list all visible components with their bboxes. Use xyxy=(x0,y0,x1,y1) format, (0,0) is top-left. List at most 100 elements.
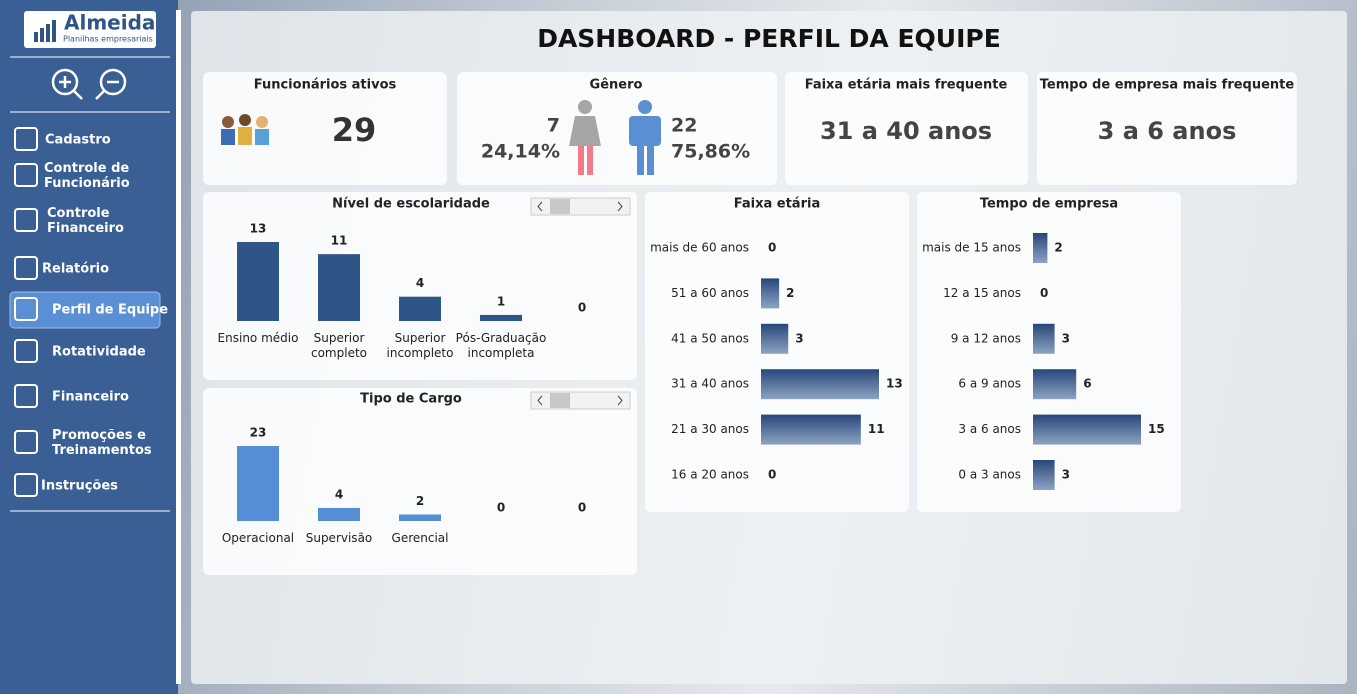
bar xyxy=(399,296,441,321)
bar xyxy=(480,314,522,321)
data-label: 11 xyxy=(868,422,885,436)
female-count: 7 xyxy=(547,115,560,137)
menu-label: Instruções xyxy=(41,479,118,494)
category-label: Gerencial xyxy=(391,531,449,545)
menu-icon xyxy=(14,163,38,187)
kpi-value: 29 xyxy=(332,111,377,149)
data-label: 15 xyxy=(1148,422,1165,436)
chart-card xyxy=(203,388,637,575)
scrollbar[interactable] xyxy=(530,391,631,410)
kpi-card xyxy=(785,72,1028,185)
data-label: 23 xyxy=(250,426,267,440)
logo-tagline: Planilhas empresariais xyxy=(63,35,153,44)
bar xyxy=(1033,323,1055,354)
data-label: 3 xyxy=(795,331,803,345)
bar xyxy=(318,254,360,321)
menu-icon xyxy=(14,208,38,232)
data-label: 0 xyxy=(578,501,586,515)
data-label: 11 xyxy=(331,234,348,248)
menu-item[interactable]: Relatório xyxy=(14,256,109,280)
category-label: Superior incompleto xyxy=(386,331,454,360)
data-label: 3 xyxy=(1062,468,1070,482)
menu-icon xyxy=(14,127,38,151)
category-label: Pós-Graduação incompleta xyxy=(455,331,547,360)
chart-title: Tempo de empresa xyxy=(980,197,1118,212)
menu-active-highlight xyxy=(9,291,161,329)
data-label: 6 xyxy=(1083,377,1091,391)
male-icon xyxy=(629,100,661,175)
menu-item[interactable]: Cadastro xyxy=(14,127,111,151)
male-count: 22 xyxy=(671,115,697,137)
data-label: 2 xyxy=(1054,241,1062,255)
data-label: 4 xyxy=(416,276,424,290)
data-label: 3 xyxy=(1062,331,1070,345)
menu-icon xyxy=(14,430,38,454)
menu-item[interactable]: Instruções xyxy=(14,473,118,497)
category-label: 41 a 50 anos xyxy=(671,331,749,345)
kpi-label: Gênero xyxy=(590,78,643,93)
scrollbar[interactable] xyxy=(530,197,631,216)
category-label: Operacional xyxy=(221,531,295,545)
menu-label: Rotatividade xyxy=(52,345,146,360)
data-label: 0 xyxy=(768,241,776,255)
category-label: mais de 60 anos xyxy=(650,241,749,255)
kpi-label: Funcionários ativos xyxy=(254,78,397,93)
dashboard-title: DASHBOARD - PERFIL DA EQUIPE xyxy=(537,24,1001,53)
category-label: mais de 15 anos xyxy=(922,241,1021,255)
bar xyxy=(237,242,279,321)
category-label: 21 a 30 anos xyxy=(671,422,749,436)
bar xyxy=(399,514,441,521)
menu-icon xyxy=(14,256,38,280)
category-label: Ensino médio xyxy=(217,331,299,345)
category-label: Superior completo xyxy=(310,331,367,360)
bar xyxy=(761,414,861,445)
bar xyxy=(761,278,780,309)
bar xyxy=(1033,369,1077,400)
bar xyxy=(318,507,360,521)
menu-item[interactable]: Financeiro xyxy=(14,384,129,408)
category-label: 6 a 9 anos xyxy=(958,377,1021,391)
zoom-in[interactable] xyxy=(51,68,83,100)
chart-card xyxy=(203,192,637,380)
menu-item[interactable]: Perfil de Equipe xyxy=(14,297,168,321)
menu-label: Treinamentos xyxy=(52,443,152,458)
menu-item[interactable]: Rotatividade xyxy=(14,339,146,363)
category-label: 0 a 3 anos xyxy=(958,468,1021,482)
female-percent: 24,14% xyxy=(481,141,560,163)
menu-label: Funcionário xyxy=(44,176,130,191)
sidebar-scrollbar xyxy=(176,10,181,684)
chart-title: Faixa etária xyxy=(734,197,820,212)
menu-icon xyxy=(14,339,38,363)
data-label: 4 xyxy=(335,487,343,501)
logo-icon xyxy=(34,20,56,42)
bar xyxy=(237,446,279,521)
category-label: 3 a 6 anos xyxy=(958,422,1021,436)
team-icon xyxy=(221,114,269,145)
logo-box xyxy=(24,11,156,48)
menu-icon xyxy=(14,384,38,408)
logo-name: Almeida xyxy=(64,11,155,35)
menu-label: Perfil de Equipe xyxy=(52,303,168,318)
category-label: 16 a 20 anos xyxy=(671,468,749,482)
kpi-label: Tempo de empresa mais frequente xyxy=(1040,78,1295,93)
category-label: 9 a 12 anos xyxy=(951,331,1021,345)
bar xyxy=(1033,414,1141,445)
bar xyxy=(761,369,879,400)
female-icon xyxy=(569,100,601,175)
sidebar xyxy=(0,0,178,694)
data-label: 0 xyxy=(1040,286,1048,300)
data-label: 0 xyxy=(578,301,586,315)
data-label: 2 xyxy=(416,494,424,508)
zoom-out[interactable] xyxy=(95,68,127,100)
menu-label: Relatório xyxy=(42,262,109,277)
kpi-card xyxy=(1037,72,1297,185)
chart-title: Tipo de Cargo xyxy=(360,392,462,407)
data-label: 0 xyxy=(497,501,505,515)
kpi-card xyxy=(203,72,447,185)
kpi-label: Faixa etária mais frequente xyxy=(805,78,1008,93)
